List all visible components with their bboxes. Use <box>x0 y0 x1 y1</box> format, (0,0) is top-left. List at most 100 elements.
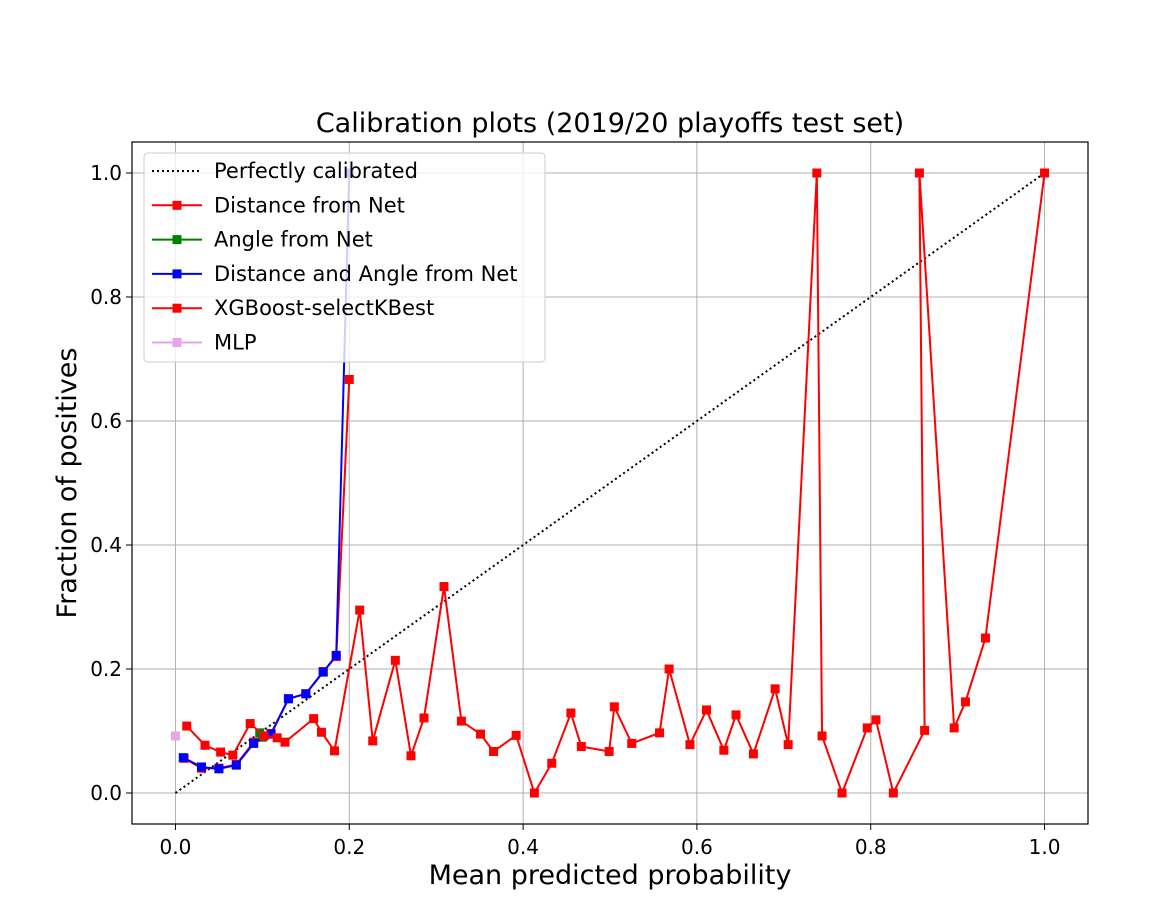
data-point <box>609 702 619 712</box>
y-tick-label: 0.8 <box>90 285 122 309</box>
data-point <box>170 731 180 741</box>
data-point <box>245 719 255 729</box>
data-point <box>685 740 695 750</box>
series-layer <box>170 168 1050 798</box>
data-point <box>812 168 822 178</box>
data-point <box>914 168 924 178</box>
data-point <box>390 655 400 665</box>
data-point <box>566 708 576 718</box>
x-tick-label: 0.2 <box>333 835 365 859</box>
y-tick-label: 0.4 <box>90 533 122 557</box>
legend-marker <box>172 338 182 347</box>
x-tick-label: 0.0 <box>160 835 192 859</box>
legend-label: MLP <box>214 331 256 355</box>
data-point <box>871 715 881 725</box>
y-tick-label: 1.0 <box>90 161 122 185</box>
plot-frame <box>131 141 1089 825</box>
data-point <box>200 740 210 750</box>
x-tick-label: 0.4 <box>507 835 539 859</box>
data-point <box>476 729 486 739</box>
data-point <box>731 710 741 720</box>
data-point <box>259 731 269 741</box>
legend-marker <box>172 269 182 279</box>
y-tick-label: 0.0 <box>90 781 122 805</box>
legend-item: XGBoost-selectKBest <box>152 296 434 320</box>
data-point <box>664 664 674 674</box>
data-point <box>329 746 339 756</box>
data-point <box>197 762 207 772</box>
legend-label: XGBoost-selectKBest <box>214 296 434 320</box>
data-point <box>178 753 188 763</box>
data-point <box>249 738 259 748</box>
data-point <box>511 730 521 740</box>
tick-layer: 0.0 0.2 0.4 0.6 0.8 1.0 0.0 0.2 0.4 0.6 0.8 1.0 <box>90 161 1060 859</box>
data-point <box>817 731 827 741</box>
data-point <box>344 374 354 384</box>
legend-item: Distance from Net <box>152 193 405 217</box>
series-xgboost-selectkbest <box>182 168 1050 798</box>
series-mlp <box>170 731 180 741</box>
x-tick-label: 0.8 <box>855 835 887 859</box>
data-point <box>419 713 429 723</box>
data-point <box>489 746 499 756</box>
data-point <box>283 694 293 704</box>
legend-label: Angle from Net <box>214 228 373 252</box>
data-point <box>920 725 930 735</box>
legend-item: Angle from Net <box>152 228 373 252</box>
data-point <box>439 582 449 592</box>
data-point <box>406 751 416 761</box>
data-point <box>576 742 586 751</box>
data-point <box>309 714 319 724</box>
data-point <box>960 697 970 707</box>
legend-label: Distance from Net <box>214 193 405 217</box>
data-point <box>280 737 290 747</box>
data-point <box>949 723 959 733</box>
data-point <box>318 667 328 677</box>
data-point <box>862 723 872 733</box>
legend-marker <box>172 303 182 313</box>
data-point <box>228 750 238 760</box>
data-point <box>888 788 898 798</box>
legend: Perfectly calibrated Distance from Net Ang… <box>143 152 546 363</box>
chart-title: Calibration plots (2019/20 playoffs test… <box>316 108 904 139</box>
x-tick-label: 0.6 <box>681 835 713 859</box>
data-point <box>331 650 341 660</box>
data-point <box>301 689 311 699</box>
legend-box <box>143 152 546 363</box>
data-point <box>316 727 326 737</box>
data-point <box>783 740 793 750</box>
data-point <box>627 738 637 748</box>
data-point <box>272 733 282 743</box>
legend-item: Distance and Angle from Net <box>152 262 518 286</box>
data-point <box>701 705 711 715</box>
data-point <box>748 749 758 759</box>
data-point <box>1040 168 1050 178</box>
legend-item: MLP <box>152 331 256 355</box>
data-point <box>216 747 226 757</box>
data-point <box>231 760 241 770</box>
data-point <box>837 788 847 798</box>
series-distance-and-angle-from-net <box>178 168 354 774</box>
data-point <box>604 746 614 756</box>
legend-marker <box>172 235 182 245</box>
data-point <box>355 605 365 615</box>
legend-label: Perfectly calibrated <box>214 159 418 183</box>
data-point <box>770 684 780 694</box>
data-point <box>214 764 224 774</box>
legend-marker <box>172 200 182 210</box>
x-tick-label: 1.0 <box>1029 835 1061 859</box>
legend-label: Distance and Angle from Net <box>214 262 518 286</box>
x-axis-label: Mean predicted probability <box>429 860 792 891</box>
data-point <box>655 728 665 738</box>
y-tick-label: 0.6 <box>90 409 122 433</box>
y-axis-label: Fraction of positives <box>52 348 83 619</box>
data-point <box>368 736 378 746</box>
y-tick-label: 0.2 <box>90 657 122 681</box>
data-point <box>456 716 466 726</box>
data-point <box>980 633 990 643</box>
data-point <box>529 788 539 798</box>
data-point <box>547 758 557 768</box>
legend-item: Perfectly calibrated <box>152 159 418 183</box>
